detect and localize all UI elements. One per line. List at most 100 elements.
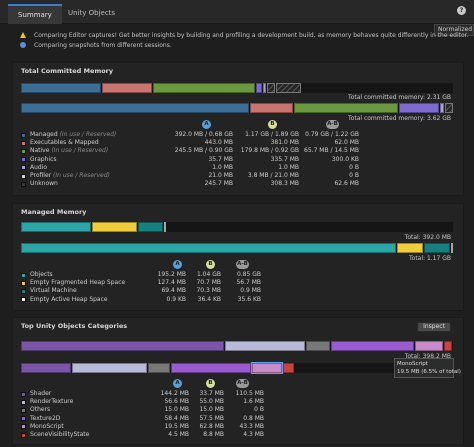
bar-seg-texture2d[interactable] bbox=[171, 363, 251, 373]
bar-seg-managed[interactable] bbox=[21, 103, 249, 113]
managed-bar-b[interactable] bbox=[21, 243, 453, 253]
legend-swatch bbox=[21, 424, 26, 430]
managed-bar-a[interactable] bbox=[21, 222, 453, 232]
tooltip-value: 19.5 MB (6.5% of total) bbox=[397, 369, 461, 375]
legend-swatch bbox=[21, 272, 26, 278]
bar-seg-rendertexture[interactable] bbox=[72, 363, 147, 373]
value-a: 245.5 MB / 0.90 GB bbox=[174, 147, 233, 155]
bar-seg-texture2d[interactable] bbox=[331, 341, 414, 351]
bar-seg-executables[interactable] bbox=[250, 103, 293, 113]
bar-seg-rendertexture[interactable] bbox=[225, 341, 305, 351]
legend-swatch bbox=[21, 407, 26, 413]
committed-bar-b[interactable] bbox=[21, 103, 453, 113]
bar-seg-profiler[interactable] bbox=[267, 83, 275, 93]
bar-seg-active-heap[interactable] bbox=[451, 243, 453, 253]
tab-summary[interactable]: Summary bbox=[8, 4, 62, 24]
bar-seg-others[interactable] bbox=[306, 341, 330, 351]
bar-seg-scenevisibility[interactable] bbox=[444, 341, 452, 351]
bar-seg-profiler[interactable] bbox=[445, 103, 453, 113]
bar-seg-native[interactable] bbox=[153, 83, 255, 93]
row-label: RenderTexture bbox=[30, 398, 74, 406]
value-a: 58.4 MB bbox=[164, 414, 189, 422]
snapshot-a-badge: A bbox=[173, 379, 182, 388]
bar-seg-managed[interactable] bbox=[21, 83, 101, 93]
bar-seg-shader[interactable] bbox=[21, 363, 71, 373]
row-label: Native (In use / Reserved) bbox=[30, 147, 109, 155]
table-row[interactable]: MonoScript 19.5 MB 62.8 MB 43.3 MB bbox=[21, 423, 453, 431]
row-label: Unknown bbox=[30, 180, 58, 188]
value-b: 55.0 MB bbox=[199, 398, 224, 406]
tab-bar: Summary Unity Objects ? bbox=[0, 0, 474, 24]
bar-seg-objects[interactable] bbox=[21, 243, 396, 253]
table-row[interactable]: Empty Fragmented Heap Space 127.4 MB 70.7 … bbox=[21, 279, 453, 287]
bar-seg-fragmented[interactable] bbox=[397, 243, 423, 253]
table-row[interactable]: Audio 1.0 MB 1.0 MB 0 B bbox=[21, 164, 453, 172]
bar-seg-native[interactable] bbox=[294, 103, 398, 113]
bar-seg-graphics[interactable] bbox=[256, 83, 262, 93]
row-label: Shader bbox=[30, 390, 52, 397]
bar-seg-active-heap[interactable] bbox=[164, 222, 166, 232]
bar-seg-graphics[interactable] bbox=[399, 103, 439, 113]
table-row[interactable]: Texture2D 58.4 MB 57.5 MB 0.8 MB bbox=[21, 415, 453, 423]
diff-badge: A-B bbox=[236, 379, 249, 388]
value-a: 35.7 MB bbox=[208, 155, 233, 163]
value-a: 245.7 MB bbox=[204, 180, 233, 188]
total-committed-section: Total Committed Memory Total committed m… bbox=[12, 62, 464, 196]
value-b: 62.8 MB bbox=[199, 422, 224, 430]
table-row[interactable]: RenderTexture 56.6 MB 55.0 MB 1.6 MB bbox=[21, 398, 453, 406]
value-a: 21.0 MB bbox=[208, 172, 233, 179]
managed-table: Objects 195.2 MB 1.04 GB 0.85 GB Empty Fragm… bbox=[21, 271, 453, 307]
row-label: Empty Fragmented Heap Space bbox=[30, 279, 126, 287]
inspect-button[interactable]: Inspect bbox=[417, 322, 451, 332]
help-icon[interactable]: ? bbox=[457, 6, 466, 15]
committed-bar-a[interactable] bbox=[21, 83, 453, 93]
diff-badge: A-B bbox=[326, 120, 339, 129]
bar-seg-audio[interactable] bbox=[440, 103, 444, 113]
value-ab: 4.3 MB bbox=[243, 431, 264, 438]
table-row[interactable]: Graphics 35.7 MB 335.7 MB 300.0 KB bbox=[21, 156, 453, 164]
legend-swatch bbox=[21, 391, 26, 397]
table-row[interactable]: Others 15.0 MB 15.0 MB 0 B bbox=[21, 406, 453, 414]
bar-seg-vm[interactable] bbox=[138, 222, 163, 232]
table-row[interactable]: SceneVisibilityState 4.5 MB 8.8 MB 4.3 MB bbox=[21, 431, 453, 439]
legend-swatch bbox=[21, 140, 26, 146]
value-a: 4.5 MB bbox=[168, 431, 189, 438]
legend-swatch bbox=[21, 165, 26, 171]
bar-seg-objects[interactable] bbox=[21, 222, 91, 232]
value-ab: 0.8 MB bbox=[243, 414, 264, 422]
value-b: 70.3 MB bbox=[196, 287, 221, 295]
legend-swatch bbox=[21, 297, 26, 303]
tab-unity-objects[interactable]: Unity Objects bbox=[68, 9, 116, 17]
bar-seg-vm[interactable] bbox=[424, 243, 450, 253]
value-ab: 56.7 MB bbox=[236, 279, 261, 287]
table-row[interactable]: Managed (In use / Reserved) 392.0 MB / 0.… bbox=[21, 131, 453, 139]
bar-seg-unknown[interactable] bbox=[276, 83, 301, 93]
bar-seg-executables[interactable] bbox=[102, 83, 152, 93]
value-b: 33.7 MB bbox=[199, 390, 224, 397]
bar-seg-audio[interactable] bbox=[263, 83, 266, 93]
bar-seg-others[interactable] bbox=[148, 363, 170, 373]
value-b: 15.0 MB bbox=[199, 406, 224, 414]
bar-seg-shader[interactable] bbox=[21, 341, 224, 351]
bar-seg-monoscript[interactable] bbox=[415, 341, 443, 351]
section-title: Managed Memory bbox=[21, 208, 87, 216]
value-a: 1.0 MB bbox=[212, 163, 233, 171]
table-row[interactable]: Native (In use / Reserved) 245.5 MB / 0.9… bbox=[21, 147, 453, 155]
value-b: 36.4 KB bbox=[197, 295, 221, 303]
objects-bar-b[interactable] bbox=[21, 362, 453, 374]
bar-seg-monoscript[interactable] bbox=[251, 362, 283, 374]
value-b: 57.5 MB bbox=[199, 414, 224, 422]
table-row[interactable]: Unknown 245.7 MB 308.3 MB 62.6 MB bbox=[21, 180, 453, 188]
bar-seg-scenevisibility[interactable] bbox=[283, 363, 294, 373]
table-row[interactable]: Objects 195.2 MB 1.04 GB 0.85 GB bbox=[21, 271, 453, 279]
table-row[interactable]: Empty Active Heap Space 0.9 KB 36.4 KB 35.6… bbox=[21, 296, 453, 304]
table-row[interactable]: Shader 144.2 MB 33.7 MB 110.5 MB bbox=[21, 390, 453, 398]
table-row[interactable]: Virtual Machine 69.4 MB 70.3 MB 0.9 MB bbox=[21, 287, 453, 295]
table-row[interactable]: Executables & Mapped 443.0 MB 381.0 MB 62.0… bbox=[21, 139, 453, 147]
row-label: Others bbox=[30, 406, 51, 414]
row-label: Empty Active Heap Space bbox=[30, 295, 108, 303]
objects-bar-a[interactable] bbox=[21, 341, 453, 351]
bar-seg-fragmented[interactable] bbox=[92, 222, 137, 232]
value-ab: 110.5 MB bbox=[235, 390, 264, 397]
table-row[interactable]: Profiler (In use / Reserved) 21.0 MB 3.8 M… bbox=[21, 172, 453, 180]
